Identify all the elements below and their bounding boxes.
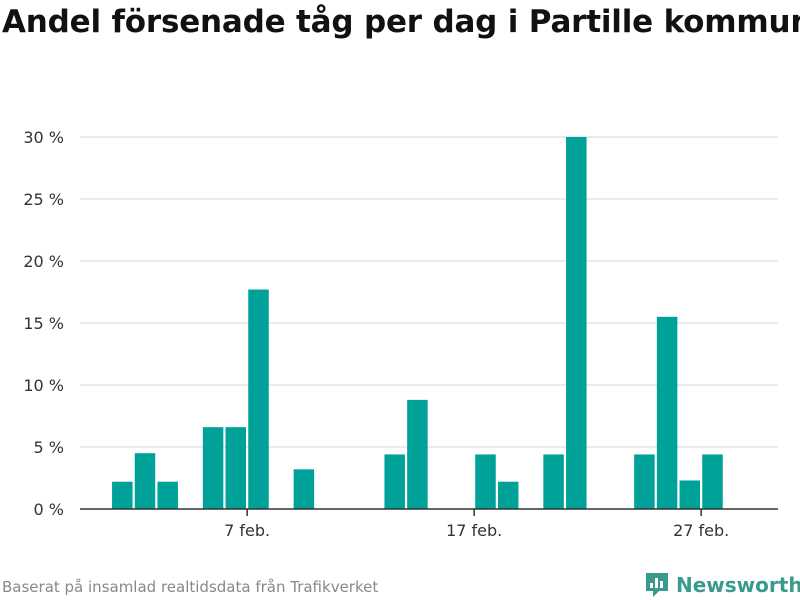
bar — [248, 289, 269, 509]
bar — [656, 316, 678, 509]
y-tick-label: 25 % — [23, 190, 64, 209]
chart-title: Andel försenade tåg per dag i Partille k… — [2, 4, 800, 40]
bar — [157, 481, 178, 509]
axes: 0 % 5 % 10 % 15 % 20 % 25 % 30 % 7 feb. 17 feb. 2… — [23, 128, 778, 540]
newsworthy-logo[interactable]: Newsworthy — [644, 570, 800, 600]
bar — [112, 481, 133, 509]
y-tick-label: 30 % — [23, 128, 64, 147]
bar — [702, 454, 723, 509]
y-tick-label: 0 % — [34, 500, 64, 519]
bar — [407, 399, 428, 509]
bar-chart-speech-bubble-icon — [646, 573, 668, 597]
bar — [679, 480, 701, 509]
bar — [293, 469, 315, 509]
bar — [384, 454, 405, 509]
bar — [634, 454, 655, 509]
bar — [475, 454, 496, 509]
bar — [497, 481, 519, 509]
bar — [202, 427, 224, 509]
y-tick-label: 20 % — [23, 252, 64, 271]
x-tick-label: 7 feb. — [224, 521, 270, 540]
y-tick-label: 5 % — [34, 438, 64, 457]
source-note: Baserat på insamlad realtidsdata från Tr… — [2, 578, 379, 596]
y-tick-label: 15 % — [23, 314, 64, 333]
bar — [134, 453, 156, 509]
y-tick-label: 10 % — [23, 376, 64, 395]
brand-name: Newsworthy — [676, 573, 800, 597]
gridlines — [80, 136, 778, 448]
bars — [112, 137, 723, 509]
bar — [543, 454, 564, 509]
bar — [566, 137, 587, 509]
bar — [225, 427, 247, 509]
x-tick-label: 17 feb. — [446, 521, 502, 540]
x-tick-label: 27 feb. — [673, 521, 729, 540]
